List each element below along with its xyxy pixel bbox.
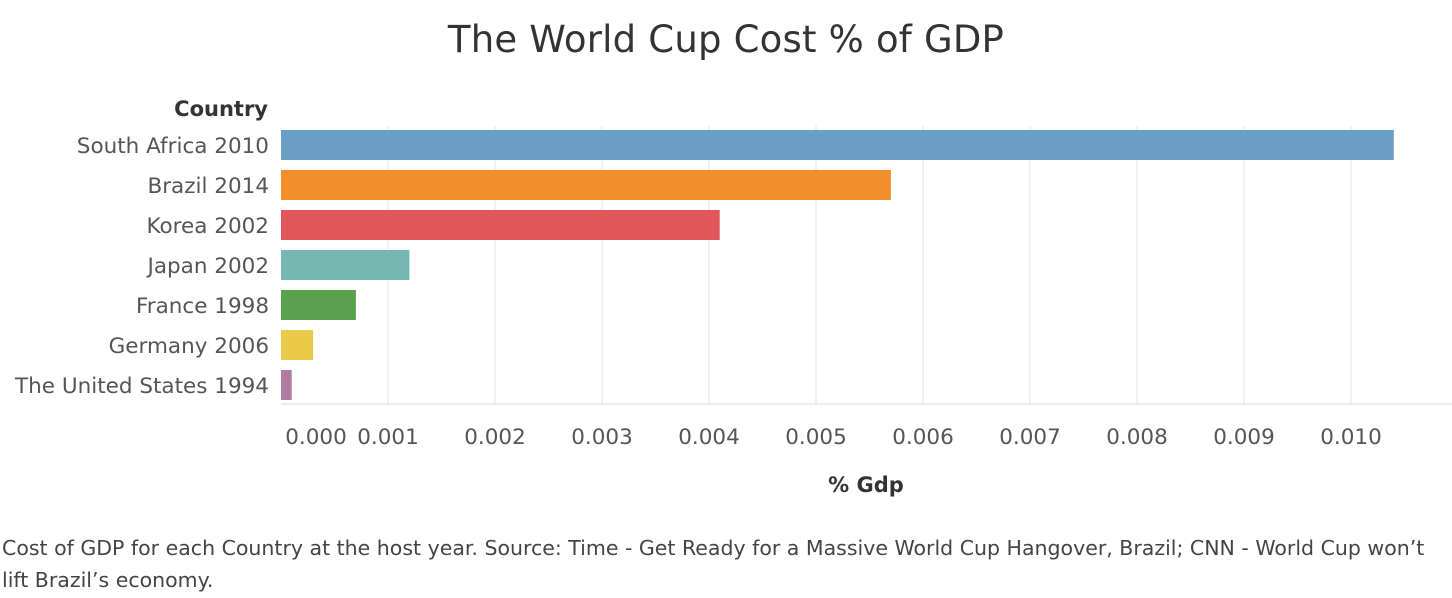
x-tick-label-2: 0.002: [464, 425, 526, 450]
bar-5[interactable]: [281, 290, 356, 320]
x-tick-label-7: 0.007: [999, 425, 1061, 450]
category-labels: South Africa 2010 Brazil 2014 Korea 2002 Ja…: [14, 134, 269, 399]
x-tick-label-5: 0.005: [785, 425, 847, 450]
bar-7[interactable]: [281, 370, 292, 400]
gridlines: [281, 126, 1452, 405]
bars: [281, 130, 1394, 400]
x-tick-label-1: 0.001: [357, 425, 419, 450]
x-tick-label-9: 0.009: [1213, 425, 1275, 450]
x-tick-label-3: 0.003: [571, 425, 633, 450]
category-label-2: Brazil 2014: [147, 174, 269, 199]
bar-2[interactable]: [281, 170, 891, 200]
category-label-5: France 1998: [136, 294, 269, 319]
x-tick-labels: 0.000 0.001 0.002 0.003 0.004 0.005 0.006 0.007…: [285, 425, 1382, 450]
category-label-6: Germany 2006: [109, 334, 269, 359]
y-axis-title: Country: [174, 97, 268, 121]
x-axis-title: % Gdp: [828, 473, 904, 497]
bar-4[interactable]: [281, 250, 410, 280]
x-tick-label-4: 0.004: [678, 425, 740, 450]
x-tick-label-0: 0.000: [285, 425, 347, 450]
chart-caption: Cost of GDP for each Country at the host…: [2, 536, 1425, 592]
category-label-3: Korea 2002: [146, 214, 269, 239]
x-tick-label-6: 0.006: [892, 425, 954, 450]
bar-3[interactable]: [281, 210, 720, 240]
category-label-1: South Africa 2010: [77, 134, 269, 159]
chart-title: The World Cup Cost % of GDP: [447, 18, 1005, 61]
bar-6[interactable]: [281, 330, 314, 360]
bar-1[interactable]: [281, 130, 1394, 160]
category-label-4: Japan 2002: [145, 254, 269, 279]
category-label-7: The United States 1994: [14, 374, 269, 399]
x-tick-label-8: 0.008: [1106, 425, 1168, 450]
bar-chart: South Africa 2010 Brazil 2014 Korea 2002 Ja…: [14, 97, 1452, 497]
x-tick-label-10: 0.010: [1320, 425, 1382, 450]
